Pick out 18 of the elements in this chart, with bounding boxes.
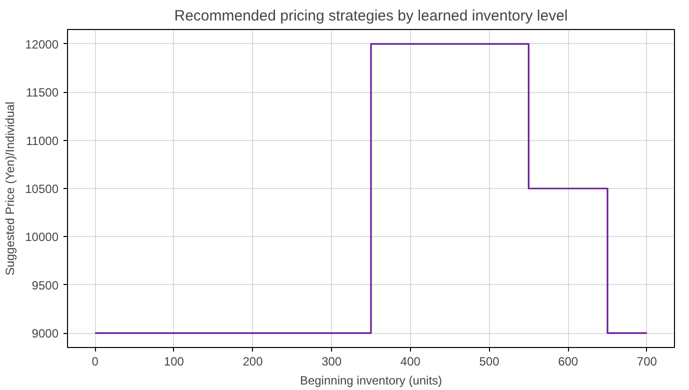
y-tick-label: 11500 [26,86,59,100]
y-tick-label: 11000 [26,134,59,148]
y-tick-label: 9000 [32,326,59,341]
y-axis-title: Suggested Price (Yen)/Individual [3,102,18,276]
x-tick-label: 400 [400,354,421,368]
x-tick-label: 100 [164,354,184,368]
x-tick-label: 700 [636,354,658,368]
y-tick-label: 12000 [25,37,59,52]
y-tick-label: 9500 [32,278,59,292]
x-tick-label: 300 [322,354,342,368]
x-tick-label: 0 [92,354,99,368]
x-tick-label: 500 [479,354,500,368]
x-tick-label: 200 [242,354,264,368]
y-tick-label: 10000 [25,230,59,244]
x-tick-label: 600 [558,354,578,368]
chart-title: Recommended pricing strategies by learned inventory level [174,8,568,24]
y-tick-label: 10500 [25,182,59,196]
x-axis-title: Beginning inventory (units) [300,374,442,388]
